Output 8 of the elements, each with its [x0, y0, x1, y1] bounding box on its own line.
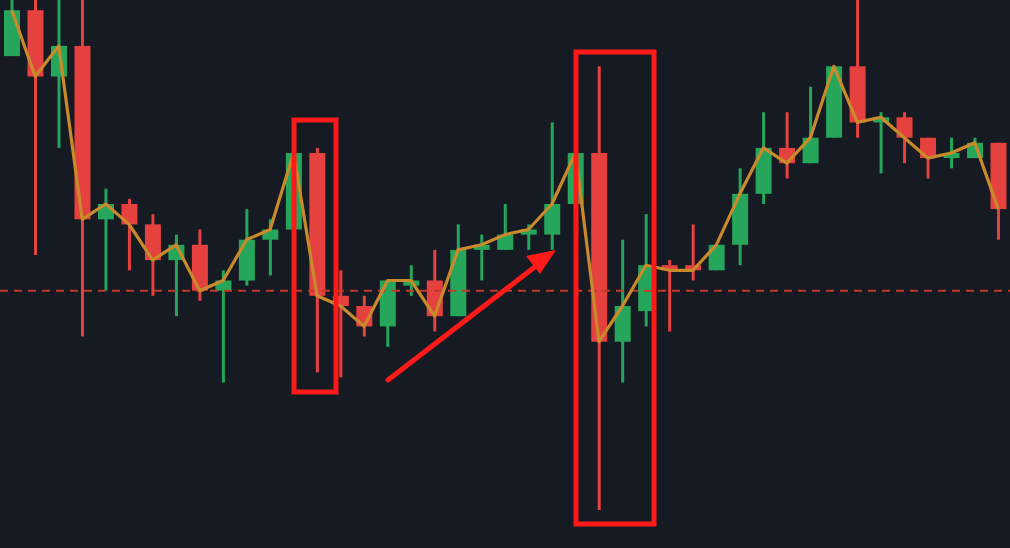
candlestick — [4, 0, 20, 58]
candlestick — [614, 238, 631, 384]
candlestick — [544, 120, 561, 252]
candlestick — [896, 110, 913, 165]
candlestick — [238, 207, 255, 288]
candlestick — [191, 228, 208, 303]
candlestick — [755, 110, 772, 206]
candlestick — [802, 85, 819, 165]
